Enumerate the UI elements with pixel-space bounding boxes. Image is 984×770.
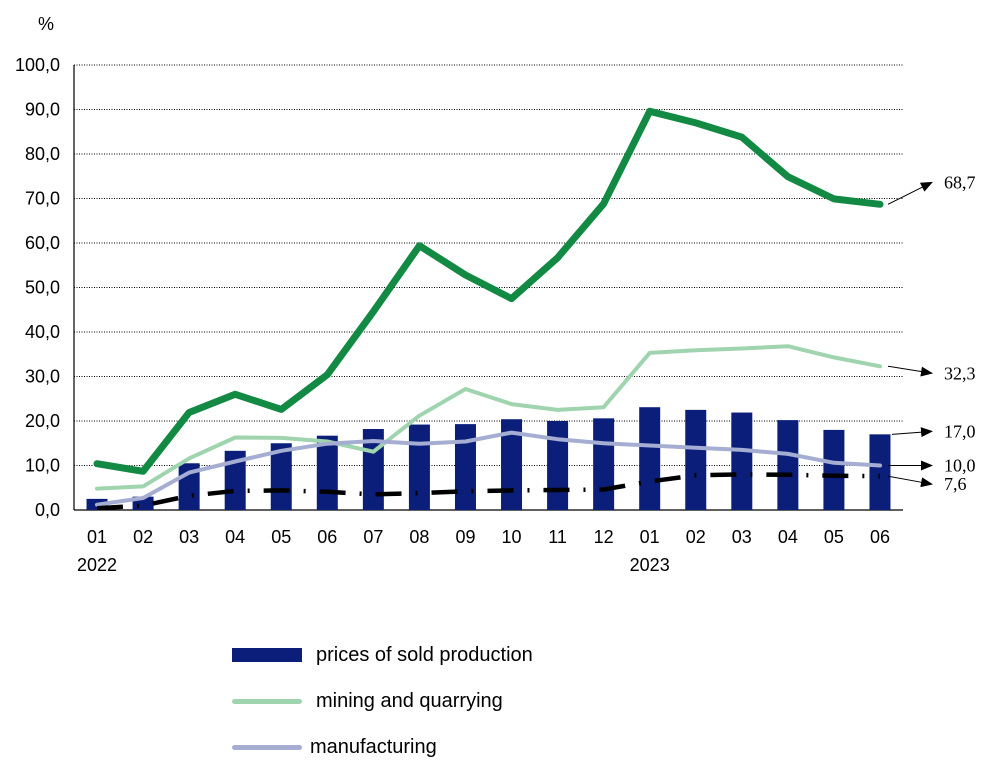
bar xyxy=(823,429,845,510)
x-tick-label: 04 xyxy=(225,527,245,547)
end-label-arrow xyxy=(887,365,933,377)
legend-label-mining: mining and quarrying xyxy=(316,689,503,712)
end-label-arrow xyxy=(891,427,933,438)
x-tick-label: 12 xyxy=(594,527,614,547)
end-label-text: 10,0 xyxy=(944,456,976,476)
x-tick-label: 06 xyxy=(317,527,337,547)
legend-item-manufacturing: manufacturing xyxy=(232,724,533,770)
gridlines xyxy=(73,64,903,511)
y-tick-label: 50,0 xyxy=(25,278,60,298)
bar xyxy=(685,409,707,510)
x-tick-label: 02 xyxy=(133,527,153,547)
series-line-dash-dot xyxy=(96,472,881,511)
legend-label-prices: prices of sold production xyxy=(316,643,533,666)
end-label-text: 17,0 xyxy=(944,421,976,441)
line-series xyxy=(93,107,884,511)
y-tick-label: 40,0 xyxy=(25,322,60,342)
x-tick-label: 06 xyxy=(870,527,890,547)
legend: prices of sold production mining and qua… xyxy=(232,632,533,770)
x-tick-label: 03 xyxy=(179,527,199,547)
y-axis-unit-label: % xyxy=(38,14,54,34)
legend-label-manufacturing: manufacturing xyxy=(310,735,437,758)
x-tick-label: 01 xyxy=(640,527,660,547)
x-tick-label: 07 xyxy=(363,527,383,547)
bar xyxy=(224,450,246,510)
legend-swatch-mining xyxy=(232,698,302,704)
x-tick-label: 09 xyxy=(455,527,475,547)
end-labels: 68,7 32,3 17,0 10,07,6 xyxy=(887,172,976,494)
x-tick-label: 05 xyxy=(271,527,291,547)
bar xyxy=(869,434,891,510)
end-label-text: 32,3 xyxy=(944,363,976,383)
y-tick-label: 30,0 xyxy=(25,367,60,387)
x-year-label: 2023 xyxy=(630,555,670,575)
series-line-mining xyxy=(95,344,882,491)
legend-swatch-manufacturing xyxy=(232,744,302,750)
end-label-arrow xyxy=(887,181,933,205)
x-tick-label: 04 xyxy=(778,527,798,547)
bar-series xyxy=(86,407,891,510)
bar xyxy=(639,407,661,510)
x-tick-label: 05 xyxy=(824,527,844,547)
end-label-text: 68,7 xyxy=(944,172,976,192)
legend-item-mining: mining and quarrying xyxy=(232,678,533,724)
y-tick-label: 10,0 xyxy=(25,456,60,476)
x-tick-label: 01 xyxy=(87,527,107,547)
x-tick-label: 08 xyxy=(409,527,429,547)
x-tick-label: 11 xyxy=(548,527,567,547)
y-axis-ticks: 0,0 10,0 20,0 30,0 40,0 50,0 60,0 70,0 80,0 90,0 1… xyxy=(15,55,60,520)
x-axis-ticks: 01 02 03 04 05 06 07 08 09 10 11 12 01 02 03 04 05 06 2022… xyxy=(77,527,890,575)
bar xyxy=(408,424,430,510)
bar xyxy=(593,418,615,510)
x-year-label: 2022 xyxy=(77,555,117,575)
end-label-arrow xyxy=(887,475,933,488)
bar xyxy=(547,421,569,510)
y-tick-label: 70,0 xyxy=(25,189,60,209)
y-tick-label: 0,0 xyxy=(35,500,60,520)
y-tick-label: 80,0 xyxy=(25,144,60,164)
bar xyxy=(501,419,523,510)
bar xyxy=(777,420,799,510)
x-tick-label: 02 xyxy=(686,527,706,547)
series-line-dark-green xyxy=(93,107,884,475)
end-label-text: 7,6 xyxy=(944,474,967,494)
bar xyxy=(731,412,753,510)
y-tick-label: 100,0 xyxy=(15,55,60,75)
bar xyxy=(454,424,476,510)
y-tick-label: 90,0 xyxy=(25,100,60,120)
series-line-manufacturing xyxy=(95,430,882,507)
legend-item-prices: prices of sold production xyxy=(232,632,533,678)
bar xyxy=(270,443,292,510)
x-tick-label: 10 xyxy=(502,527,522,547)
x-tick-label: 03 xyxy=(732,527,752,547)
legend-swatch-prices xyxy=(232,648,302,662)
y-tick-label: 60,0 xyxy=(25,233,60,253)
y-tick-label: 20,0 xyxy=(25,411,60,431)
